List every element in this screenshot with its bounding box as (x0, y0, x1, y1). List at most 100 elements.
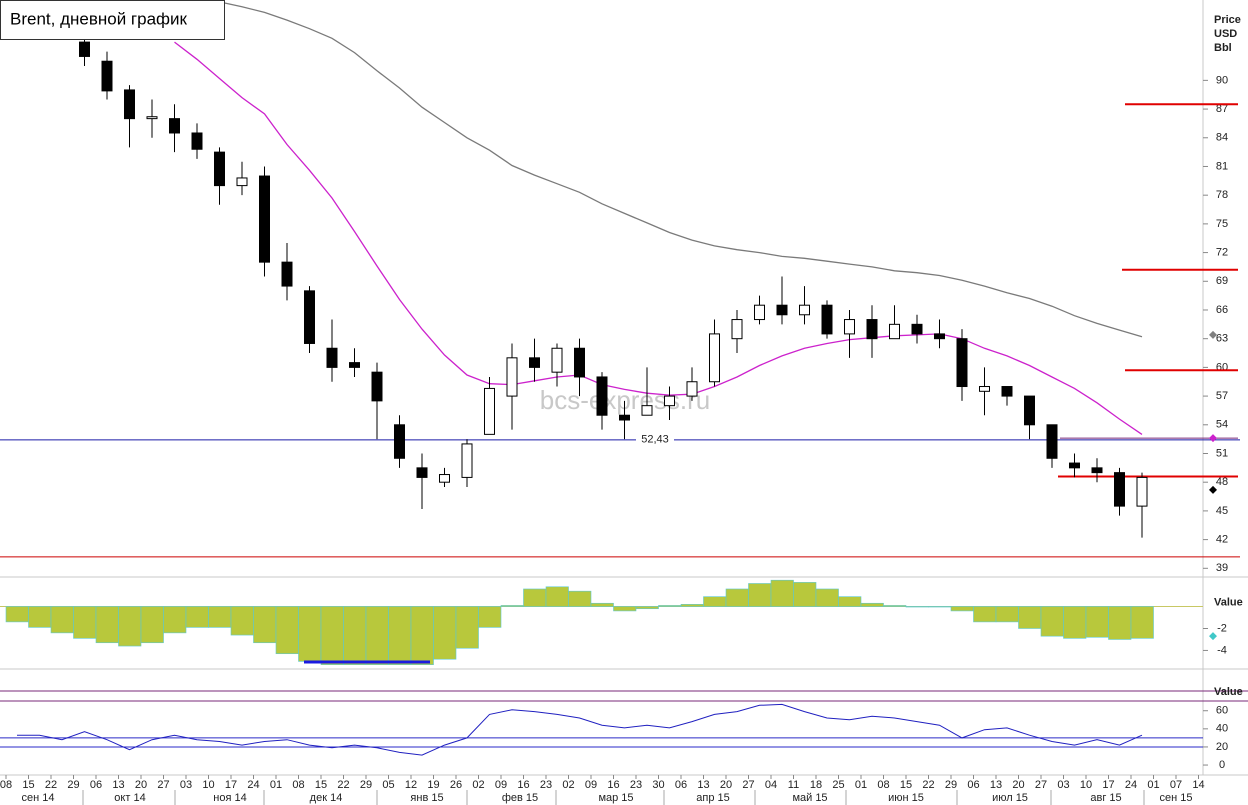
y-tick-label: 60 (1216, 361, 1228, 373)
candle-body (349, 362, 360, 368)
histogram-bar (185, 606, 209, 628)
histogram-bar (883, 605, 907, 607)
candle-body (619, 414, 630, 421)
month-label: авг 15 (1090, 792, 1121, 804)
x-tick-label: 01 (270, 779, 282, 791)
histogram-bar (995, 606, 1019, 623)
x-tick-label: 19 (427, 779, 439, 791)
month-label: июн 15 (888, 792, 924, 804)
candle-body (1114, 472, 1125, 507)
x-tick-label: 06 (967, 779, 979, 791)
price-marker (1209, 330, 1217, 339)
y-tick-label: 20 (1216, 741, 1228, 753)
x-tick-label: 13 (112, 779, 124, 791)
histogram-bar (838, 596, 862, 607)
x-tick-label: 06 (90, 779, 102, 791)
x-tick-label: 27 (157, 779, 169, 791)
x-tick-label: 13 (990, 779, 1002, 791)
x-tick-label: 30 (652, 779, 664, 791)
histogram-bar (298, 606, 322, 662)
y-tick-label: 40 (1216, 723, 1228, 735)
x-tick-label: 20 (135, 779, 147, 791)
y-tick-label: -2 (1217, 622, 1227, 634)
candle-body (956, 338, 968, 388)
x-tick-label: 15 (900, 779, 912, 791)
y-tick-label: 51 (1216, 447, 1228, 459)
candle-body (551, 347, 563, 373)
histogram-bar (815, 588, 839, 607)
candle-body (709, 333, 720, 383)
y-tick-label: 0 (1219, 759, 1225, 771)
candle-body (1069, 462, 1080, 469)
candle-body (439, 474, 450, 483)
x-tick-label: 22 (45, 779, 57, 791)
candle-body (821, 304, 833, 335)
x-tick-label: 20 (1012, 779, 1024, 791)
x-tick-label: 02 (562, 779, 574, 791)
y-tick-label: 63 (1216, 333, 1228, 345)
candle-body (979, 386, 990, 392)
x-tick-label: 12 (405, 779, 417, 791)
x-tick-label: 25 (832, 779, 844, 791)
y-tick-label: -4 (1217, 644, 1227, 656)
x-tick-label: 15 (315, 779, 327, 791)
y-tick-label: 54 (1216, 419, 1228, 431)
histogram-bar (163, 606, 187, 634)
x-tick-label: 01 (855, 779, 867, 791)
x-tick-label: 03 (1057, 779, 1069, 791)
histogram-bar (635, 606, 659, 610)
candle-body (596, 376, 608, 416)
y-tick-label: 42 (1216, 534, 1228, 546)
candle-body (1001, 386, 1013, 397)
x-tick-label: 10 (1080, 779, 1092, 791)
candle-body (911, 323, 923, 335)
x-tick-label: 05 (382, 779, 394, 791)
histogram-bar (770, 579, 794, 607)
y-tick-label: 69 (1216, 275, 1228, 287)
x-tick-label: 02 (472, 779, 484, 791)
candle-body (1091, 467, 1103, 474)
x-tick-label: 27 (1035, 779, 1047, 791)
x-tick-label: 07 (1170, 779, 1182, 791)
candle-body (191, 132, 203, 150)
candle-body (889, 323, 900, 340)
x-tick-label: 29 (360, 779, 372, 791)
candle-body (326, 347, 338, 368)
histogram-bar (275, 606, 299, 655)
x-tick-label: 14 (1192, 779, 1204, 791)
x-tick-label: 10 (202, 779, 214, 791)
histogram-bar (973, 606, 997, 623)
candle-body (461, 443, 473, 478)
month-label: ноя 14 (213, 792, 246, 804)
x-tick-label: 23 (540, 779, 552, 791)
histogram-bar (680, 604, 704, 607)
candle-body (79, 41, 90, 57)
histogram-bar (50, 606, 74, 634)
histogram-bar (500, 605, 524, 607)
candle-body (101, 60, 113, 92)
value-marker (1209, 632, 1217, 641)
x-tick-label: 06 (675, 779, 687, 791)
month-label: мар 15 (598, 792, 633, 804)
month-label: фев 15 (502, 792, 538, 804)
histogram-bar (118, 606, 142, 647)
x-tick-label: 29 (67, 779, 79, 791)
y-axis-label: USD (1214, 28, 1237, 40)
y-axis-label: Price (1214, 14, 1241, 26)
histogram-bar (365, 606, 389, 666)
candle-body (416, 467, 428, 478)
histogram-bar (545, 586, 569, 607)
histogram-bar (410, 606, 434, 666)
x-tick-label: 16 (607, 779, 619, 791)
month-label: янв 15 (410, 792, 443, 804)
title-box (0, 0, 225, 40)
y-axis-label: Value (1214, 596, 1243, 608)
x-tick-label: 27 (742, 779, 754, 791)
month-label: июл 15 (992, 792, 1028, 804)
level-label: 52,43 (641, 434, 669, 446)
candle-body (506, 357, 518, 397)
x-tick-label: 22 (337, 779, 349, 791)
histogram-bar (725, 588, 749, 607)
histogram-bar (590, 602, 614, 607)
